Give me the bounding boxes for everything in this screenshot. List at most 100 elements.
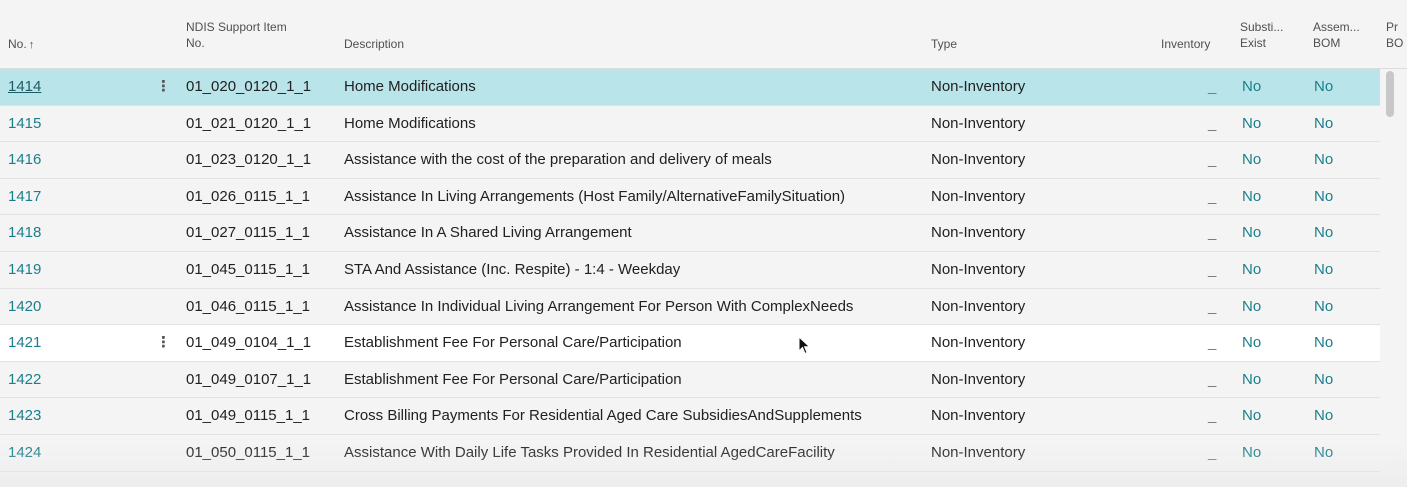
substitutes-exist-link[interactable]: No (1242, 407, 1262, 425)
inventory-cell: _ (1208, 334, 1217, 352)
column-header-ndis-support-item-no[interactable]: NDIS Support Item No. (186, 19, 287, 51)
assembly-bom-link[interactable]: No (1314, 151, 1334, 169)
assembly-bom-link[interactable]: No (1314, 407, 1334, 425)
row-actions-icon[interactable]: ⋮ (156, 334, 171, 352)
substitutes-exist-link[interactable]: No (1242, 334, 1262, 352)
ndis-support-item-no: 01_049_0104_1_1 (186, 334, 312, 352)
description-cell: STA And Assistance (Inc. Respite) - 1:4 … (344, 260, 681, 278)
description-cell: Establishment Fee For Personal Care/Part… (344, 370, 682, 388)
inventory-cell: _ (1208, 187, 1217, 205)
column-header-next-truncated[interactable]: Pr BO (1386, 19, 1403, 51)
item-no-link[interactable]: 1423 (8, 407, 42, 425)
item-no-link[interactable]: 1415 (8, 114, 42, 132)
column-header-bom-line1: Assem... (1313, 20, 1360, 34)
assembly-bom-link[interactable]: No (1314, 78, 1334, 95)
item-no-link[interactable]: 1422 (8, 370, 42, 388)
assembly-bom-link[interactable]: No (1314, 260, 1334, 278)
inventory-cell: _ (1208, 443, 1217, 461)
column-header-no[interactable]: No. ↑ (8, 36, 34, 53)
column-header-assembly-bom[interactable]: Assem... BOM (1313, 19, 1360, 51)
type-cell: Non-Inventory (931, 443, 1026, 461)
column-header-substitutes-exist[interactable]: Substi... Exist (1240, 19, 1283, 51)
item-no-link[interactable]: 1414 (8, 78, 42, 95)
ndis-support-item-no: 01_049_0107_1_1 (186, 370, 312, 388)
ndis-support-item-no: 01_021_0120_1_1 (186, 114, 312, 132)
table-row[interactable]: 1422 01_049_0107_1_1 Establishment Fee F… (0, 361, 1380, 399)
table-row[interactable]: 1418 01_027_0115_1_1 Assistance In A Sha… (0, 215, 1380, 252)
table-row[interactable]: 1414 ⋮ 01_020_0120_1_1 Home Modification… (0, 69, 1380, 106)
vertical-scrollbar[interactable] (1381, 69, 1407, 487)
column-header-inventory[interactable]: Inventory (1161, 36, 1210, 52)
substitutes-exist-link[interactable]: No (1242, 297, 1262, 315)
item-no-link[interactable]: 1417 (8, 187, 42, 205)
column-header-description-label: Description (344, 37, 405, 51)
inventory-cell: _ (1208, 370, 1217, 388)
type-cell: Non-Inventory (931, 297, 1026, 315)
inventory-cell: _ (1208, 114, 1217, 132)
table-row[interactable]: 1415 01_021_0120_1_1 Home Modifications … (0, 105, 1380, 143)
description-cell: Establishment Fee For Personal Care/Part… (344, 334, 682, 352)
column-header-type[interactable]: Type (931, 36, 957, 52)
assembly-bom-link[interactable]: No (1314, 187, 1334, 205)
table-row[interactable]: 1423 01_049_0115_1_1 Cross Billing Payme… (0, 398, 1380, 435)
ndis-support-item-no: 01_020_0120_1_1 (186, 78, 312, 95)
description-cell: Assistance In Living Arrangements (Host … (344, 187, 846, 205)
row-actions-icon[interactable]: ⋮ (156, 78, 171, 95)
table-row[interactable]: 1421 ⋮ 01_049_0104_1_1 Establishment Fee… (0, 325, 1380, 362)
type-cell: Non-Inventory (931, 151, 1026, 169)
inventory-cell: _ (1208, 407, 1217, 425)
inventory-cell: _ (1208, 78, 1217, 95)
column-header-inventory-label: Inventory (1161, 37, 1211, 51)
substitutes-exist-link[interactable]: No (1242, 78, 1262, 95)
inventory-cell: _ (1208, 297, 1217, 315)
item-no-link[interactable]: 1421 (8, 334, 42, 352)
column-header-subst-line1: Substi... (1240, 20, 1284, 34)
ndis-support-item-no: 01_026_0115_1_1 (186, 187, 311, 205)
description-cell: Assistance In Individual Living Arrangem… (344, 297, 854, 315)
type-cell: Non-Inventory (931, 187, 1026, 205)
table-row[interactable]: 1420 01_046_0115_1_1 Assistance In Indiv… (0, 288, 1380, 326)
type-cell: Non-Inventory (931, 78, 1026, 95)
description-cell: Assistance In A Shared Living Arrangemen… (344, 224, 632, 242)
column-header-subst-line2: Exist (1240, 36, 1267, 50)
substitutes-exist-link[interactable]: No (1242, 224, 1262, 242)
assembly-bom-link[interactable]: No (1314, 114, 1334, 132)
description-cell: Home Modifications (344, 78, 476, 95)
item-no-link[interactable]: 1416 (8, 151, 42, 169)
column-header-bom-line2: BOM (1313, 36, 1341, 50)
substitutes-exist-link[interactable]: No (1242, 114, 1262, 132)
type-cell: Non-Inventory (931, 224, 1026, 242)
assembly-bom-link[interactable]: No (1314, 443, 1334, 461)
table-row[interactable]: 1419 01_045_0115_1_1 STA And Assistance … (0, 251, 1380, 289)
description-cell: Cross Billing Payments For Residential A… (344, 407, 862, 425)
table-row[interactable]: 1416 01_023_0120_1_1 Assistance with the… (0, 142, 1380, 179)
item-no-link[interactable]: 1424 (8, 443, 42, 461)
item-no-link[interactable]: 1419 (8, 260, 42, 278)
item-no-link[interactable]: 1420 (8, 297, 42, 315)
substitutes-exist-link[interactable]: No (1242, 443, 1262, 461)
substitutes-exist-link[interactable]: No (1242, 260, 1262, 278)
description-cell: Home Modifications (344, 114, 476, 132)
ndis-support-item-no: 01_045_0115_1_1 (186, 260, 311, 278)
column-header-description[interactable]: Description (344, 36, 404, 52)
assembly-bom-link[interactable]: No (1314, 297, 1334, 315)
assembly-bom-link[interactable]: No (1314, 334, 1334, 352)
column-header-ndis-line1: NDIS Support Item (186, 20, 287, 34)
substitutes-exist-link[interactable]: No (1242, 151, 1262, 169)
type-cell: Non-Inventory (931, 370, 1026, 388)
scrollbar-thumb[interactable] (1386, 71, 1394, 117)
substitutes-exist-link[interactable]: No (1242, 187, 1262, 205)
ndis-support-item-no: 01_046_0115_1_1 (186, 297, 311, 315)
assembly-bom-link[interactable]: No (1314, 224, 1334, 242)
column-header-no-label: No. (8, 37, 27, 51)
ndis-support-item-no: 01_050_0115_1_1 (186, 443, 311, 461)
table-row[interactable]: 1424 01_050_0115_1_1 Assistance With Dai… (0, 434, 1380, 472)
table-row[interactable]: 1417 01_026_0115_1_1 Assistance In Livin… (0, 178, 1380, 216)
description-cell: Assistance with the cost of the preparat… (344, 151, 772, 169)
substitutes-exist-link[interactable]: No (1242, 370, 1262, 388)
item-no-link[interactable]: 1418 (8, 224, 42, 242)
column-header-row: No. ↑ NDIS Support Item No. Description T… (0, 0, 1407, 69)
assembly-bom-link[interactable]: No (1314, 370, 1334, 388)
table-body: 1414 ⋮ 01_020_0120_1_1 Home Modification… (0, 69, 1380, 472)
